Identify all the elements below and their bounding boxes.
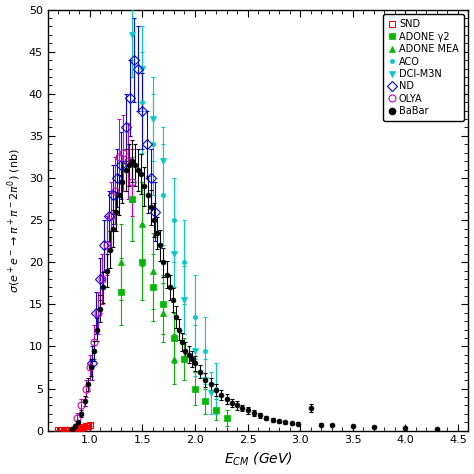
- X-axis label: $E_{CM}$ (GeV): $E_{CM}$ (GeV): [224, 451, 292, 468]
- Y-axis label: $\sigma(e^+e^- \rightarrow \pi^+\pi^-2\pi^0)$ (nb): $\sigma(e^+e^- \rightarrow \pi^+\pi^-2\p…: [6, 148, 23, 292]
- Legend: SND, ADONE γ2, ADONE MEA, ACO, DCI-M3N, ND, OLYA, BaBar: SND, ADONE γ2, ADONE MEA, ACO, DCI-M3N, …: [383, 14, 464, 121]
